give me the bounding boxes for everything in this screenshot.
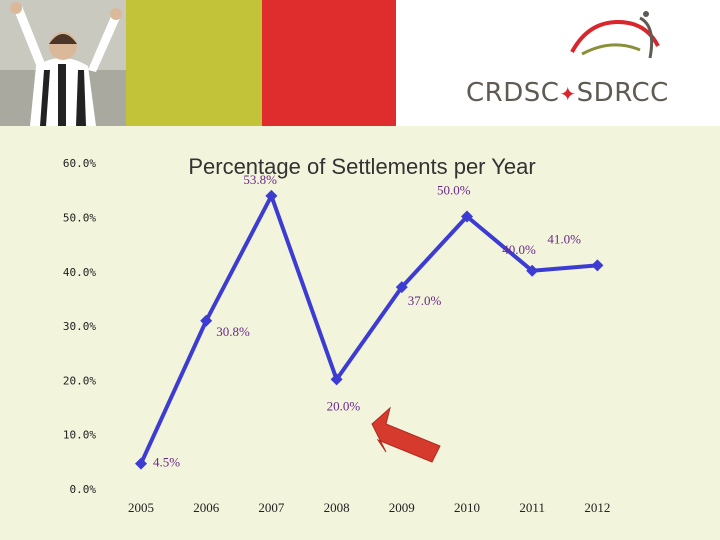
logo-emblem-icon [570, 11, 660, 59]
data-label: 4.5% [153, 455, 180, 470]
data-point [591, 259, 604, 272]
x-tick-label: 2006 [193, 500, 220, 515]
y-tick-label: 20.0% [63, 374, 96, 387]
data-point [526, 264, 539, 277]
line-chart: 0.0%10.0%20.0%30.0%40.0%50.0%60.0% 2005 2… [63, 154, 611, 515]
x-tick-label: 2008 [324, 500, 350, 515]
x-axis: 2005 2006 2007 2008 2009 2010 2011 2012 [128, 500, 610, 515]
maple-leaf-icon: ✦ [559, 82, 577, 106]
data-label: 20.0% [327, 398, 361, 413]
y-tick-label: 30.0% [63, 320, 96, 333]
red-color-block [262, 0, 396, 126]
data-point [395, 281, 408, 294]
data-point [265, 189, 278, 202]
data-label: 37.0% [408, 293, 442, 308]
x-tick-label: 2010 [454, 500, 480, 515]
olive-color-block [126, 0, 262, 126]
data-point [330, 373, 343, 386]
referee-photo-icon [0, 0, 126, 126]
logo-text-right: SDRCC [576, 78, 669, 108]
series-line [139, 193, 598, 465]
y-tick-label: 0.0% [70, 483, 97, 496]
data-label: 53.8% [243, 172, 277, 187]
y-tick-label: 40.0% [63, 266, 96, 279]
series-group: 4.5% 30.8% 53.8% 20.0% 37.0% 50.0% 40.0% 41.0% [135, 172, 604, 470]
data-label: 41.0% [547, 231, 581, 246]
chart-title: Percentage of Settlements per Year [188, 154, 535, 179]
data-point [200, 314, 213, 327]
data-label: 40.0% [502, 242, 536, 257]
arrow-icon [371, 406, 441, 463]
logo-text-left: CRDSC [466, 78, 560, 108]
y-tick-label: 10.0% [63, 429, 96, 442]
x-tick-label: 2011 [519, 500, 545, 515]
x-tick-label: 2009 [389, 500, 415, 515]
logo-text: CRDSC✦SDRCC [466, 78, 669, 108]
data-label: 30.8% [216, 324, 250, 339]
header-banner [0, 0, 720, 126]
data-point [135, 457, 147, 470]
data-label: 50.0% [437, 183, 471, 198]
data-point [461, 210, 473, 223]
x-tick-label: 2007 [258, 500, 285, 515]
x-tick-label: 2012 [584, 500, 610, 515]
x-tick-label: 2005 [128, 500, 154, 515]
y-axis: 0.0% 10.0% 20.0% 30.0% 40.0% 50.0% 60.0% [63, 157, 96, 496]
y-tick-label: 50.0% [63, 212, 96, 225]
logo-area [396, 0, 720, 126]
y-tick-label: 60.0% [63, 157, 96, 170]
arrow-group [371, 406, 441, 463]
